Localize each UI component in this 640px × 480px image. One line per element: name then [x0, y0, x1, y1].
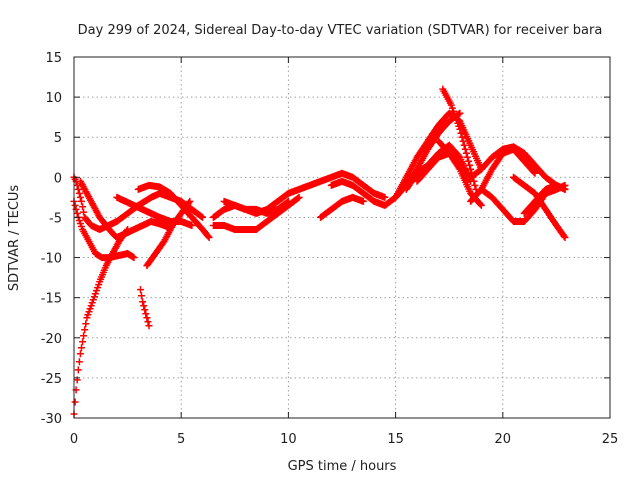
data-point-markers — [76, 177, 172, 241]
data-point-markers — [439, 85, 481, 197]
y-tick-label: 0 — [54, 171, 62, 186]
x-axis-label: GPS time / hours — [288, 459, 397, 474]
data-point-markers — [467, 145, 539, 205]
y-tick-label: -15 — [41, 292, 62, 307]
series-arc-8 — [113, 193, 196, 229]
series-arc-7 — [143, 197, 194, 270]
data-marks — [70, 85, 569, 418]
y-tick-label: -25 — [41, 372, 62, 387]
data-point-markers — [317, 193, 367, 221]
data-point-markers — [477, 181, 569, 225]
data-point-markers — [143, 197, 194, 270]
series-arc-22 — [520, 181, 569, 217]
y-tick-labels: 15 10 5 0 -5 -10 -15 -20 -25 -30 — [41, 51, 610, 427]
y-axis-label: SDTVAR / TECUs — [7, 185, 22, 292]
y-tick-label: 15 — [45, 51, 62, 66]
plot-frame — [73, 56, 611, 419]
series-arc-15 — [439, 85, 481, 197]
x-tick-label: 20 — [495, 432, 512, 447]
series-arc-10 — [209, 193, 303, 233]
data-point-markers — [137, 286, 153, 330]
data-point-markers — [520, 181, 569, 217]
data-point-markers — [220, 197, 292, 217]
data-point-markers — [392, 109, 485, 201]
y-tick-label: 5 — [54, 131, 62, 146]
series-arc-11 — [220, 197, 292, 217]
x-tick-label: 25 — [602, 432, 619, 447]
series-arc-14 — [392, 109, 485, 201]
x-tick-label: 10 — [280, 432, 297, 447]
x-tick-labels: 0 5 10 15 20 25 — [70, 57, 618, 447]
series-arc-5 — [137, 286, 153, 330]
series-arc-12 — [317, 193, 367, 221]
y-tick-label: -20 — [41, 332, 62, 347]
series-arc-19 — [467, 145, 539, 205]
data-point-markers — [209, 193, 303, 233]
y-tick-label: 10 — [45, 91, 62, 106]
x-tick-label: 0 — [70, 432, 78, 447]
x-tick-label: 15 — [387, 432, 404, 447]
y-tick-label: -5 — [49, 211, 62, 226]
grid — [74, 57, 610, 418]
x-tick-label: 5 — [177, 432, 185, 447]
chart-title: Day 299 of 2024, Sidereal Day-to-day VTE… — [78, 23, 603, 38]
y-tick-label: -30 — [41, 412, 62, 427]
series-arc-20 — [477, 181, 569, 225]
y-tick-label: -10 — [41, 252, 62, 267]
data-point-markers — [113, 193, 196, 229]
series-arc-3 — [76, 177, 172, 241]
